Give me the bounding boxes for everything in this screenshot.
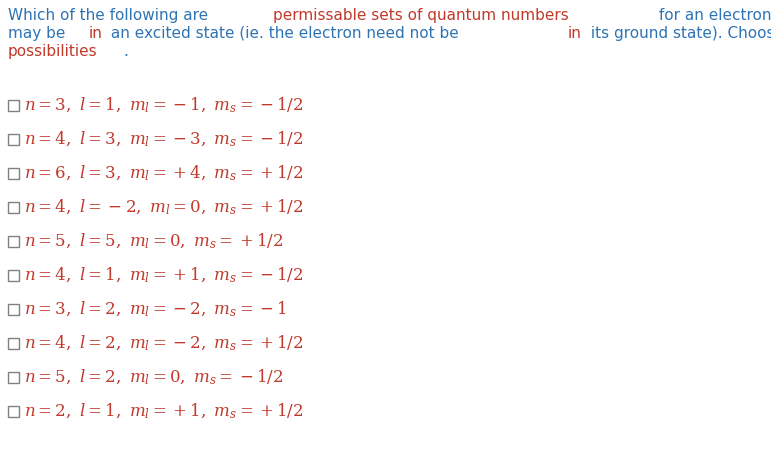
Bar bbox=[8, 235, 19, 246]
Text: $n = 4,\ l = 2,\ m_l = -2,\ m_s = +1/2$: $n = 4,\ l = 2,\ m_l = -2,\ m_s = +1/2$ bbox=[24, 333, 304, 353]
Text: for an electron in a hydrogen atom? The atom: for an electron in a hydrogen atom? The … bbox=[654, 8, 771, 23]
Text: permissable sets of quantum numbers: permissable sets of quantum numbers bbox=[272, 8, 568, 23]
Bar bbox=[8, 202, 19, 213]
Text: may be: may be bbox=[8, 26, 70, 41]
Bar bbox=[8, 134, 19, 145]
Bar bbox=[8, 405, 19, 416]
Text: .: . bbox=[123, 44, 129, 59]
Text: $n = 4,\ l = 3,\ m_l = -3,\ m_s = -1/2$: $n = 4,\ l = 3,\ m_l = -3,\ m_s = -1/2$ bbox=[24, 129, 304, 149]
Text: its ground state). Choose: its ground state). Choose bbox=[586, 26, 771, 41]
Text: $n = 3,\ l = 2,\ m_l = -2,\ m_s = -1$: $n = 3,\ l = 2,\ m_l = -2,\ m_s = -1$ bbox=[24, 299, 287, 319]
Text: $n = 5,\ l = 5,\ m_l = 0,\ m_s = +1/2$: $n = 5,\ l = 5,\ m_l = 0,\ m_s = +1/2$ bbox=[24, 231, 283, 251]
Text: $n = 4,\ l = 1,\ m_l = +1,\ m_s = -1/2$: $n = 4,\ l = 1,\ m_l = +1,\ m_s = -1/2$ bbox=[24, 265, 304, 285]
Text: $n = 5,\ l = 2,\ m_l = 0,\ m_s = -1/2$: $n = 5,\ l = 2,\ m_l = 0,\ m_s = -1/2$ bbox=[24, 367, 283, 386]
Text: $n = 6,\ l = 3,\ m_l = +4,\ m_s = +1/2$: $n = 6,\ l = 3,\ m_l = +4,\ m_s = +1/2$ bbox=[24, 163, 304, 183]
Bar bbox=[8, 100, 19, 111]
Bar bbox=[8, 269, 19, 280]
Bar bbox=[8, 303, 19, 314]
Text: Which of the following are: Which of the following are bbox=[8, 8, 213, 23]
Text: $n = 3,\ l = 1,\ m_l = -1,\ m_s = -1/2$: $n = 3,\ l = 1,\ m_l = -1,\ m_s = -1/2$ bbox=[24, 95, 304, 115]
Bar bbox=[8, 371, 19, 382]
Bar bbox=[8, 168, 19, 179]
Text: an excited state (ie. the electron need not be: an excited state (ie. the electron need … bbox=[106, 26, 464, 41]
Bar bbox=[8, 337, 19, 348]
Text: $n = 2,\ l = 1,\ m_l = +1,\ m_s = +1/2$: $n = 2,\ l = 1,\ m_l = +1,\ m_s = +1/2$ bbox=[24, 401, 304, 421]
Text: in: in bbox=[89, 26, 103, 41]
Text: in: in bbox=[567, 26, 581, 41]
Text: $n = 4,\ l = -2,\ m_l = 0,\ m_s = +1/2$: $n = 4,\ l = -2,\ m_l = 0,\ m_s = +1/2$ bbox=[24, 197, 304, 217]
Text: possibilities: possibilities bbox=[8, 44, 98, 59]
